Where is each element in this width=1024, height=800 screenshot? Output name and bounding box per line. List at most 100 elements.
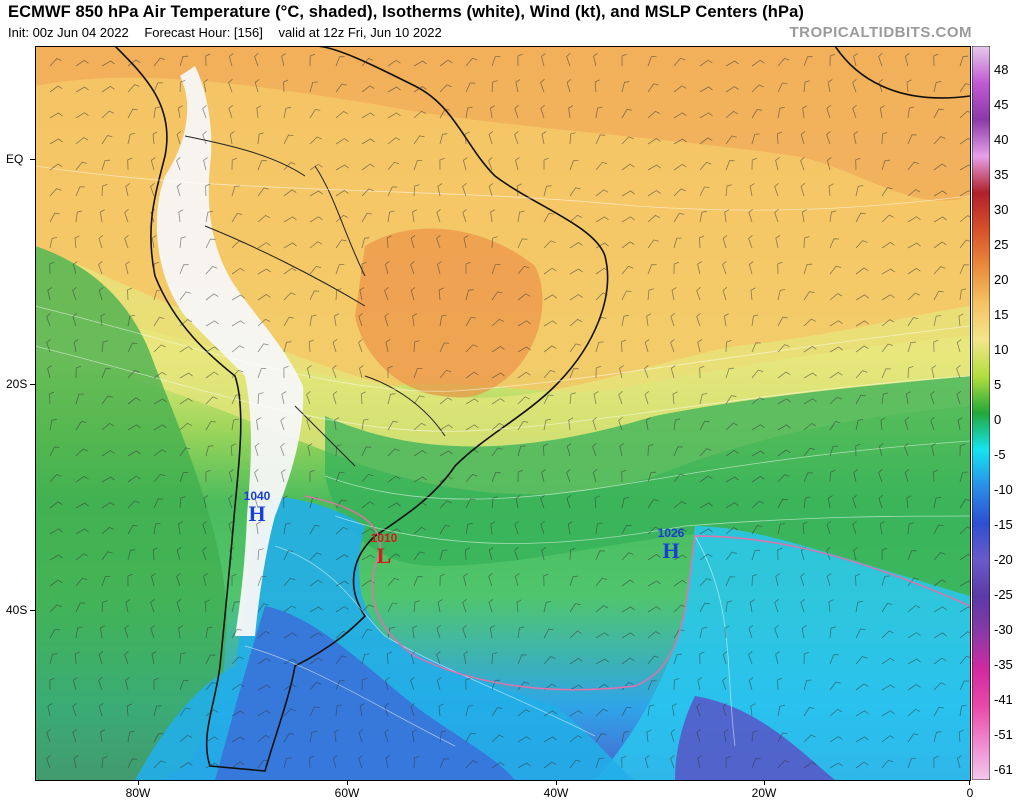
wind-barb <box>907 267 921 275</box>
pressure-center-1026: 1026 H <box>649 526 693 562</box>
wind-barb <box>49 628 60 639</box>
wind-barb <box>904 416 910 431</box>
wind-barb <box>907 550 917 561</box>
wind-barb <box>673 138 687 145</box>
colorbar-label: 15 <box>994 307 1009 322</box>
wind-barb <box>308 755 315 769</box>
wind-barb <box>283 733 295 743</box>
wind-barb <box>72 702 77 717</box>
wind-barb <box>569 684 583 691</box>
wind-barb <box>124 624 129 639</box>
wind-barb <box>410 702 416 717</box>
wind-barb <box>462 182 467 197</box>
wind-barb <box>361 261 367 275</box>
wind-barb <box>74 651 80 665</box>
wind-barb <box>335 630 349 639</box>
wind-barb <box>387 210 395 223</box>
wind-barb <box>725 600 733 613</box>
wind-barb <box>541 131 547 145</box>
wind-barb <box>332 390 338 405</box>
wind-barb <box>49 653 58 665</box>
wind-barb <box>413 551 425 561</box>
wind-barb <box>410 261 415 275</box>
wind-barb <box>307 443 313 457</box>
wind-barb <box>826 520 832 535</box>
wind-barb <box>621 290 632 301</box>
wind-barb <box>803 761 817 769</box>
wind-barb <box>517 709 531 717</box>
wind-barb <box>439 157 445 171</box>
wind-barb <box>228 494 233 509</box>
wind-barb <box>387 626 395 639</box>
wind-barb <box>73 755 79 769</box>
wind-barb <box>697 755 702 769</box>
wind-barb <box>647 214 661 223</box>
wind-barb <box>751 424 765 431</box>
wind-barb <box>855 656 868 665</box>
wind-barb <box>595 733 607 743</box>
wind-barb <box>257 710 271 717</box>
wind-barb <box>335 704 342 717</box>
wind-barb <box>257 215 271 223</box>
wind-barb <box>437 261 442 275</box>
wind-barb <box>543 369 556 379</box>
wind-barb <box>231 240 244 249</box>
wind-barb <box>361 653 370 665</box>
wind-barb <box>777 398 791 405</box>
wind-barb <box>670 365 676 379</box>
wind-barb <box>619 365 624 379</box>
wind-barb <box>748 651 753 665</box>
wind-barb <box>49 474 62 483</box>
wind-barb <box>387 86 401 93</box>
wind-barb <box>309 241 323 249</box>
wind-barb <box>956 339 962 353</box>
wind-barb <box>881 214 894 223</box>
wind-barb <box>254 469 259 483</box>
wind-barb <box>725 135 737 145</box>
wind-barb <box>231 710 245 717</box>
wind-barb <box>775 651 780 665</box>
wind-barb <box>205 626 213 639</box>
wind-barb <box>150 598 155 613</box>
wind-barb <box>673 604 686 613</box>
wind-barb <box>595 757 605 769</box>
wind-barb <box>749 599 755 613</box>
wind-barb <box>101 184 108 197</box>
wind-barb <box>618 416 623 431</box>
wind-barb <box>358 338 363 353</box>
wind-barb <box>907 605 921 613</box>
pressure-value: 1010 <box>370 531 398 545</box>
wind-barb <box>829 293 843 301</box>
wind-barb <box>699 365 705 379</box>
wind-barb <box>723 313 729 327</box>
wind-barb <box>75 626 83 639</box>
wind-barb <box>722 676 727 691</box>
wind-barb <box>621 524 632 535</box>
wind-barb <box>725 551 738 561</box>
wind-barb <box>257 684 271 691</box>
wind-barb <box>491 236 498 249</box>
wind-barb <box>127 524 138 535</box>
colorbar-label: -5 <box>994 447 1006 462</box>
wind-barb <box>127 758 138 769</box>
wind-barb <box>462 598 467 613</box>
wind-barb <box>907 577 919 587</box>
wind-barb <box>465 371 479 379</box>
wind-barb <box>696 312 701 327</box>
wind-barb <box>335 164 349 171</box>
forecast-hour: Forecast Hour: [156] <box>144 25 263 40</box>
wind-barb <box>465 522 473 535</box>
wind-barb <box>439 500 452 509</box>
wind-barb <box>855 212 866 223</box>
wind-barb <box>725 449 739 457</box>
wind-barb <box>829 626 837 639</box>
wind-barb <box>176 183 182 197</box>
wind-barb <box>959 288 967 301</box>
wind-barb <box>829 762 843 769</box>
wind-barb <box>959 655 970 665</box>
wind-barb <box>543 656 556 665</box>
high-pressure-letter: H <box>248 501 266 526</box>
wind-barb <box>127 397 141 405</box>
wind-barb <box>205 183 211 197</box>
wind-barb <box>725 422 738 431</box>
